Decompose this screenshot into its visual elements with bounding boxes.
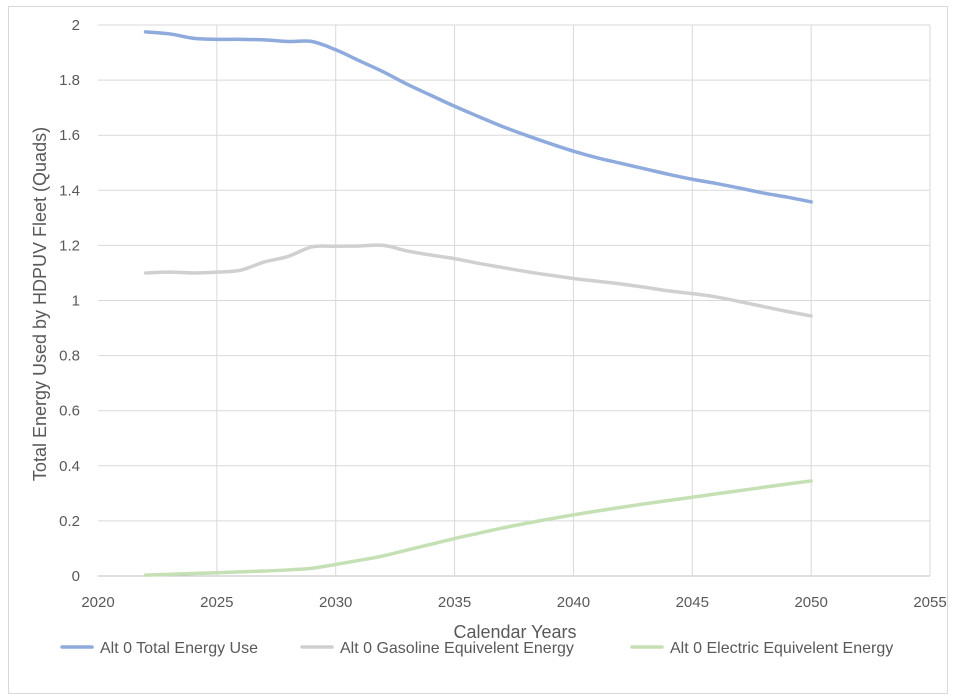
y-axis-title: Total Energy Used by HDPUV Fleet (Quads) [30,127,50,481]
y-tick-label: 1.6 [59,127,80,144]
x-tick-label: 2040 [557,594,590,611]
x-tick-label: 2045 [676,594,709,611]
y-tick-label: 0.4 [59,458,80,475]
x-axis-title: Calendar Years [453,622,576,642]
chart-area [8,6,948,694]
x-tick-label: 2025 [200,594,233,611]
legend: Alt 0 Total Energy Use Alt 0 Gasoline Equ… [60,640,893,657]
y-tick-label: 1.4 [59,182,80,199]
y-tick-label: 0 [72,568,80,585]
gridlines [98,24,931,577]
y-tick-label: 0.2 [59,513,80,530]
gasoline-energy-line [143,243,813,318]
y-tick-labels: 0 0.2 0.4 0.6 0.8 1 1.2 1.4 1.6 1.8 2 [59,17,80,585]
legend-label: Alt 0 Total Energy Use [100,640,258,657]
y-tick-label: 1 [72,293,80,310]
y-tick-label: 1.8 [59,72,80,89]
x-tick-label: 2035 [438,594,471,611]
x-tick-label: 2050 [794,594,827,611]
y-tick-label: 0.6 [59,403,80,420]
x-tick-label: 2055 [913,594,946,611]
series-lines [143,30,813,577]
y-tick-label: 0.8 [59,348,80,365]
legend-label: Alt 0 Gasoline Equivelent Energy [340,640,574,657]
y-tick-label: 2 [72,17,80,34]
legend-label: Alt 0 Electric Equivelent Energy [670,640,893,657]
x-tick-label: 2030 [319,594,352,611]
electric-energy-line [143,479,813,577]
total-energy-line [143,30,813,204]
x-tick-label: 2020 [81,594,114,611]
x-tick-labels: 2020 2025 2030 2035 2040 2045 2050 2055 [81,594,946,611]
y-tick-label: 1.2 [59,237,80,254]
